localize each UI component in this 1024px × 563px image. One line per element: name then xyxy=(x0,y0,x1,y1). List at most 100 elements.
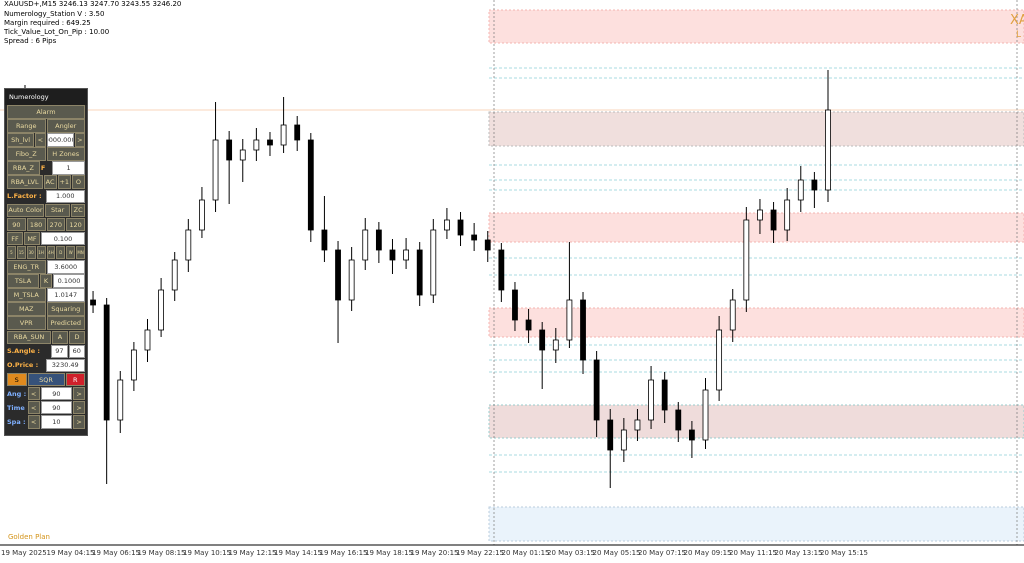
candle-body xyxy=(403,249,409,261)
panel-button[interactable]: Angler xyxy=(46,119,85,133)
panel-button[interactable]: 120 xyxy=(66,217,85,232)
panel-button[interactable]: R xyxy=(65,372,85,387)
panel-row: MAZ Squaring xyxy=(7,302,85,316)
panel-button[interactable]: 5 xyxy=(7,245,16,260)
candle-body xyxy=(444,219,450,231)
time-label: 19 May 20:15 xyxy=(410,549,459,557)
time-label: 20 May 05:15 xyxy=(592,549,641,557)
panel-button[interactable]: A xyxy=(52,330,68,344)
panel-input[interactable]: 1.000 xyxy=(45,189,85,204)
time-label: 20 May 03:15 xyxy=(547,549,596,557)
panel-input[interactable]: 0000.000 xyxy=(46,133,74,147)
panel-button[interactable]: RBA_Z xyxy=(7,161,40,175)
panel-button[interactable]: < xyxy=(27,415,40,429)
panel-button[interactable]: < xyxy=(27,386,40,401)
candle-body xyxy=(675,409,682,431)
candle-body xyxy=(525,319,532,331)
panel-button[interactable]: Fibo_Z xyxy=(7,147,46,161)
panel-button[interactable]: MN xyxy=(76,245,85,260)
panel-button[interactable]: < xyxy=(35,133,46,147)
panel-button[interactable]: TSLA xyxy=(7,274,39,288)
candle-body xyxy=(226,139,233,161)
panel-button[interactable]: MF xyxy=(24,231,40,246)
candle-body xyxy=(498,249,505,291)
zone xyxy=(488,9,1024,44)
panel-button[interactable]: 180 xyxy=(26,217,46,232)
panel-label: F xyxy=(40,164,46,173)
panel-button[interactable]: FF xyxy=(7,231,23,246)
zone xyxy=(488,404,1024,439)
panel-button[interactable]: K xyxy=(40,274,52,288)
panel-button[interactable]: 270 xyxy=(46,217,66,232)
panel-input[interactable]: 90 xyxy=(40,400,73,415)
panel-button[interactable]: < xyxy=(27,400,40,415)
panel-button[interactable]: ZC xyxy=(71,203,85,218)
candle-body xyxy=(267,139,273,146)
candle-body xyxy=(825,109,831,191)
panel-button[interactable]: ENG_TR xyxy=(7,260,46,274)
panel-input[interactable]: 0.1000 xyxy=(53,274,85,288)
panel-input[interactable]: 1.0147 xyxy=(46,288,85,302)
zone xyxy=(488,307,1024,338)
candle-body xyxy=(239,149,246,161)
panel-row: 5 15 30 1H 4H D W MN xyxy=(7,245,85,260)
panel-row: RBA_LVL AC +1 O xyxy=(7,175,86,189)
panel-input[interactable]: 1 xyxy=(52,161,85,175)
panel-button[interactable]: Sh_lvl xyxy=(7,133,35,147)
panel-button[interactable]: D xyxy=(69,330,85,344)
panel-button[interactable]: SQR xyxy=(27,372,65,387)
panel-button[interactable]: > xyxy=(73,386,86,401)
candle-body xyxy=(688,429,695,441)
panel-button[interactable]: > xyxy=(73,415,86,429)
panel-button[interactable]: D xyxy=(56,245,66,260)
panel-input[interactable]: 3230.49 xyxy=(45,358,85,373)
panel-label: O.Price : xyxy=(7,361,39,370)
panel-button[interactable]: AC xyxy=(43,175,57,189)
panel-row: RBA_SUN A D xyxy=(7,330,85,344)
panel-button[interactable]: RBA_LVL xyxy=(7,175,43,189)
panel-input[interactable]: 90 xyxy=(40,386,73,401)
candle-body xyxy=(539,329,546,351)
panel-label: Spa : xyxy=(7,417,26,426)
panel-button[interactable]: 1H xyxy=(36,245,46,260)
panel-button[interactable]: +1 xyxy=(57,175,71,189)
panel-button[interactable]: Range xyxy=(7,119,46,133)
panel-button[interactable]: > xyxy=(73,400,86,415)
panel-input[interactable]: 97 xyxy=(51,344,68,359)
time-label: 19 May 18:15 xyxy=(365,549,414,557)
panel-button[interactable]: M_TSLA xyxy=(7,288,46,302)
panel-row: RBA_Z F 1 xyxy=(7,161,85,175)
time-label: 20 May 09:15 xyxy=(683,549,732,557)
panel-button[interactable]: O xyxy=(71,175,86,189)
panel-input[interactable]: 10 xyxy=(40,415,73,429)
panel-button[interactable]: > xyxy=(74,133,85,147)
panel-input[interactable]: 0.100 xyxy=(41,231,85,246)
panel-row: TSLA K 0.1000 xyxy=(7,274,85,288)
panel-button[interactable]: RBA_SUN xyxy=(7,330,51,344)
panel-button[interactable]: 30 xyxy=(26,245,36,260)
panel-button[interactable]: VPR xyxy=(7,316,46,330)
panel-button[interactable]: 4H xyxy=(46,245,56,260)
panel-button[interactable]: Predicted xyxy=(46,316,85,330)
panel-row: Time :<90> xyxy=(7,400,86,415)
panel-row: S.Angle : 97 60 xyxy=(7,344,86,359)
panel-button[interactable]: Star xyxy=(45,203,71,218)
panel-input[interactable]: 60 xyxy=(68,344,86,359)
panel-button[interactable]: S xyxy=(7,372,27,387)
panel-row: VPR Predicted xyxy=(7,316,85,330)
panel-button[interactable]: Alarm xyxy=(7,105,85,119)
panel-input[interactable]: 3.6000 xyxy=(46,260,85,274)
candle-body xyxy=(294,124,301,141)
panel-button[interactable]: 90 xyxy=(7,217,26,232)
time-label: 20 May 01:15 xyxy=(501,549,550,557)
panel-button[interactable]: W xyxy=(66,245,76,260)
footer-label: Golden Plan xyxy=(8,533,50,541)
panel-button[interactable]: MAZ xyxy=(7,302,46,316)
panel-button[interactable]: Squaring xyxy=(46,302,85,316)
candle-body xyxy=(552,339,559,351)
panel-button[interactable]: 15 xyxy=(16,245,26,260)
panel-button[interactable]: Auto Color xyxy=(7,203,44,218)
panel-button[interactable]: H Zones xyxy=(46,147,85,161)
